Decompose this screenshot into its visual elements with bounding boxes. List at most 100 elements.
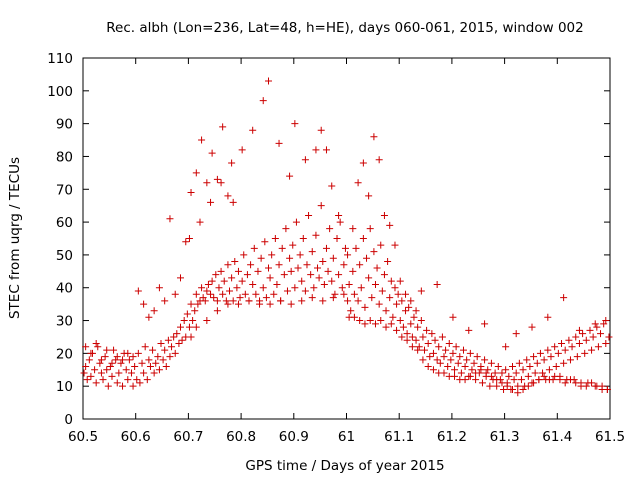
data-point: [217, 267, 225, 275]
data-point: [207, 290, 215, 298]
data-point: [138, 359, 146, 367]
data-point: [115, 369, 123, 377]
data-point: [256, 300, 264, 308]
data-point: [268, 251, 276, 259]
data-point: [145, 356, 153, 364]
data-point: [265, 264, 273, 272]
data-point: [319, 297, 327, 305]
data-point: [229, 198, 237, 206]
data-point: [442, 346, 450, 354]
data-point: [389, 313, 397, 321]
data-point: [428, 330, 436, 338]
data-point: [261, 238, 269, 246]
data-point: [398, 297, 406, 305]
data-point: [168, 343, 176, 351]
data-point: [391, 241, 399, 249]
data-point: [296, 251, 304, 259]
data-point: [155, 366, 163, 374]
data-point: [370, 248, 378, 256]
data-point: [129, 382, 137, 390]
data-point: [523, 356, 531, 364]
data-point: [519, 366, 527, 374]
data-point: [257, 254, 265, 262]
data-point: [155, 284, 163, 292]
data-point: [594, 343, 602, 351]
data-point: [82, 362, 90, 370]
data-point: [350, 290, 358, 298]
data-point: [280, 271, 288, 279]
data-point: [303, 261, 311, 269]
data-point: [129, 353, 137, 361]
data-point: [386, 221, 394, 229]
data-point: [466, 349, 474, 357]
data-point: [154, 353, 162, 361]
data-point: [365, 192, 373, 200]
data-point: [317, 126, 325, 134]
data-point: [99, 376, 107, 384]
data-point: [568, 343, 576, 351]
data-point: [187, 333, 195, 341]
data-point: [354, 297, 362, 305]
data-point: [530, 379, 538, 387]
data-point: [278, 244, 286, 252]
data-point: [375, 300, 383, 308]
data-point: [396, 317, 404, 325]
data-point: [338, 284, 346, 292]
data-point: [545, 376, 553, 384]
data-point: [143, 376, 151, 384]
data-point: [478, 379, 486, 387]
data-point: [566, 356, 574, 364]
data-point: [407, 320, 415, 328]
data-point: [262, 294, 270, 302]
data-point: [189, 317, 197, 325]
data-point: [593, 323, 601, 331]
data-point: [551, 372, 559, 380]
data-point: [363, 254, 371, 262]
data-point: [386, 294, 394, 302]
data-point: [113, 353, 121, 361]
data-point: [308, 248, 316, 256]
data-point: [110, 346, 118, 354]
data-point: [317, 202, 325, 210]
plot-frame: [82, 57, 611, 420]
data-point: [277, 297, 285, 305]
data-point: [486, 382, 494, 390]
data-point: [417, 317, 425, 325]
data-point: [171, 349, 179, 357]
data-point: [377, 241, 385, 249]
data-point: [97, 369, 105, 377]
data-point: [141, 343, 149, 351]
data-point: [436, 359, 444, 367]
data-point: [356, 317, 364, 325]
data-point: [547, 353, 555, 361]
data-point: [426, 353, 434, 361]
data-point: [322, 244, 330, 252]
data-point: [234, 267, 242, 275]
data-point: [468, 366, 476, 374]
x-tick-label: 60.7: [173, 429, 203, 445]
data-point: [219, 123, 227, 131]
data-point: [104, 382, 112, 390]
data-point: [171, 290, 179, 298]
data-point: [365, 274, 373, 282]
data-point: [589, 333, 597, 341]
data-point: [103, 346, 111, 354]
data-point: [347, 307, 355, 315]
data-point: [423, 326, 431, 334]
data-point: [461, 376, 469, 384]
data-point: [359, 159, 367, 167]
y-tick-label: 100: [47, 84, 73, 100]
y-tick-label: 10: [56, 379, 73, 395]
data-point: [447, 356, 455, 364]
data-point: [83, 376, 91, 384]
data-point: [429, 349, 437, 357]
data-point: [315, 274, 323, 282]
data-point: [566, 376, 574, 384]
data-point: [415, 343, 423, 351]
data-point: [85, 356, 93, 364]
data-point: [213, 307, 221, 315]
data-point: [561, 379, 569, 387]
data-point: [565, 336, 573, 344]
data-point: [82, 343, 90, 351]
